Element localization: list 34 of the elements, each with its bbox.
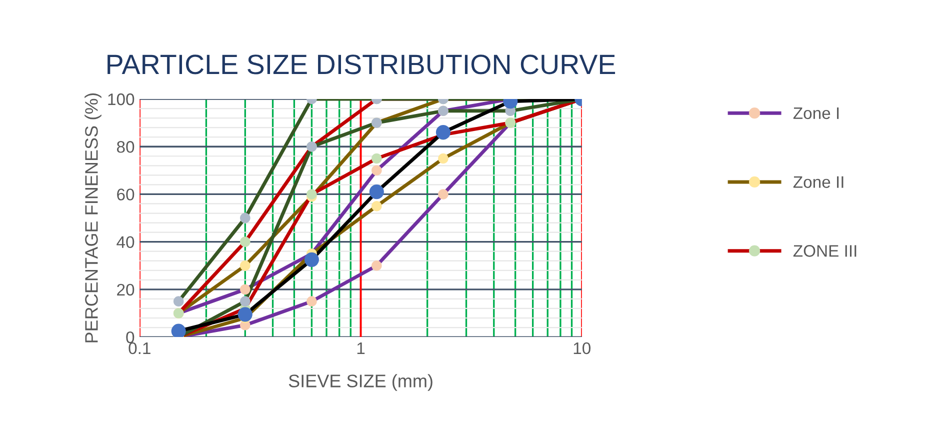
point [372,260,382,271]
point [372,165,382,176]
point [306,189,317,200]
point [436,125,450,140]
point [240,212,250,224]
y-tick-label: 0 [126,331,134,344]
y-axis-title: PERCENTAGE FINENESS (%) [84,93,102,342]
y-tick-label: 100 [108,93,134,106]
y-tick-label: 80 [116,141,134,153]
y-tick-label: 40 [116,236,134,248]
point [173,296,184,306]
point [306,296,317,306]
point [369,184,384,200]
point [240,236,250,247]
x-axis-title: SIEVE SIZE (mm) [288,374,432,391]
point [438,153,448,164]
chart-title: PARTICLE SIZE DISTRIBUTION CURVE [108,54,616,74]
point [372,200,382,212]
point [240,260,250,271]
x-tick-label: 10 [574,342,590,354]
point [438,189,448,200]
x-tick-label: 0.1 [128,342,150,354]
point [171,324,186,338]
point [304,252,319,267]
point [372,153,382,164]
point [240,296,250,306]
point [238,307,252,322]
legend-label: Zone I [793,107,839,120]
y-tick-label: 20 [117,284,134,296]
legend-label: Zone II [793,176,844,188]
point [240,284,250,295]
x-tick-label: 1 [357,342,365,354]
legend-label: ZONE III [793,245,856,257]
y-tick-label: 60 [117,188,134,200]
